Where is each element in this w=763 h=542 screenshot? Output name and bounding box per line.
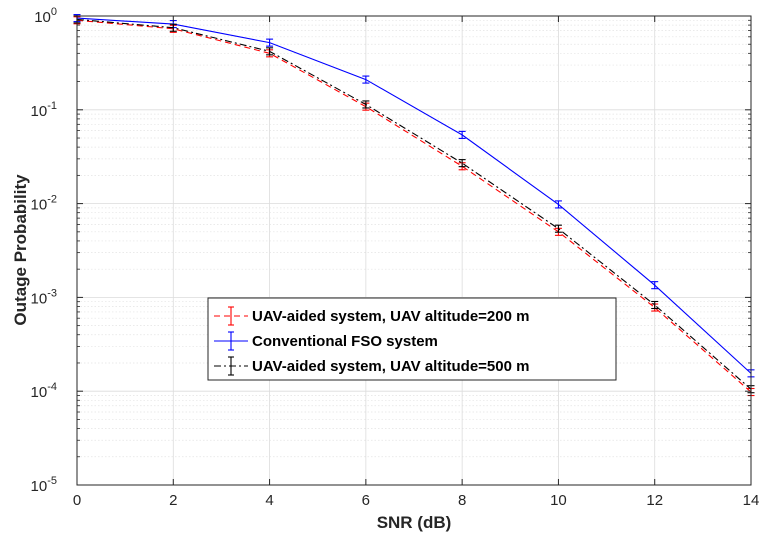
error-bar <box>362 75 370 84</box>
y-tick-base: 10 <box>31 103 48 120</box>
series <box>73 15 755 394</box>
y-tick-label: 10-5 <box>31 475 57 495</box>
legend: UAV-aided system, UAV altitude=200 m Conv… <box>207 297 617 381</box>
y-axis-title: Outage Probability <box>11 174 30 326</box>
y-tick-base: 10 <box>31 197 48 214</box>
error-bar <box>266 47 274 56</box>
x-tick-label: 10 <box>550 492 567 509</box>
plot-frame <box>76 15 752 486</box>
y-tick-base: 10 <box>34 9 51 26</box>
x-tick-label: 2 <box>169 492 177 509</box>
y-tick-exponent: -3 <box>47 287 57 299</box>
legend-box <box>207 297 617 381</box>
y-tick-base: 10 <box>31 478 48 495</box>
legend-entry: Conventional FSO system <box>214 331 438 351</box>
y-tick-base: 10 <box>31 384 48 401</box>
x-tick-label: 0 <box>73 492 81 509</box>
error-bar <box>458 130 466 139</box>
y-tick-label: 10-4 <box>31 381 57 401</box>
error-bar <box>458 159 466 168</box>
x-tick-label: 4 <box>265 492 273 509</box>
y-tick-label: 10-1 <box>31 100 57 120</box>
x-tick-label: 12 <box>646 492 663 509</box>
error-bar <box>554 200 562 209</box>
legend-items: UAV-aided system, UAV altitude=200 m Conv… <box>214 306 529 376</box>
y-tick-label: 10-2 <box>31 194 57 214</box>
y-tick-exponent: -5 <box>47 475 57 487</box>
error-bar <box>651 300 659 310</box>
series-layer <box>73 14 755 397</box>
x-axis-title: SNR (dB) <box>377 513 452 532</box>
y-tick-label: 10-3 <box>31 287 57 307</box>
y-tick-exponent: -4 <box>47 381 57 393</box>
grid <box>76 15 752 486</box>
error-bar <box>362 100 370 109</box>
series-line <box>76 18 752 390</box>
plot-background <box>77 16 751 485</box>
error-bar <box>169 23 177 32</box>
y-tick-label: 100 <box>34 6 57 26</box>
ticks <box>76 15 752 486</box>
error-bar <box>266 38 274 47</box>
x-tick-label: 6 <box>362 492 370 509</box>
y-tick-exponent: -2 <box>47 194 57 206</box>
x-tick-label: 8 <box>458 492 466 509</box>
series-line <box>76 19 752 393</box>
series-line <box>76 17 752 374</box>
x-tick-labels: 0 2 4 6 8 10 12 14 <box>73 492 760 509</box>
error-bar <box>554 224 562 233</box>
error-bar <box>651 281 659 290</box>
legend-entry: UAV-aided system, UAV altitude=200 m <box>214 306 529 326</box>
x-tick-label: 14 <box>743 492 760 509</box>
legend-label: UAV-aided system, UAV altitude=200 m <box>252 308 529 325</box>
legend-entry: UAV-aided system, UAV altitude=500 m <box>214 356 529 376</box>
y-tick-exponent: 0 <box>51 6 57 18</box>
y-tick-exponent: -1 <box>47 100 57 112</box>
legend-label: UAV-aided system, UAV altitude=500 m <box>252 358 529 375</box>
legend-label: Conventional FSO system <box>252 333 438 350</box>
y-tick-base: 10 <box>31 290 48 307</box>
